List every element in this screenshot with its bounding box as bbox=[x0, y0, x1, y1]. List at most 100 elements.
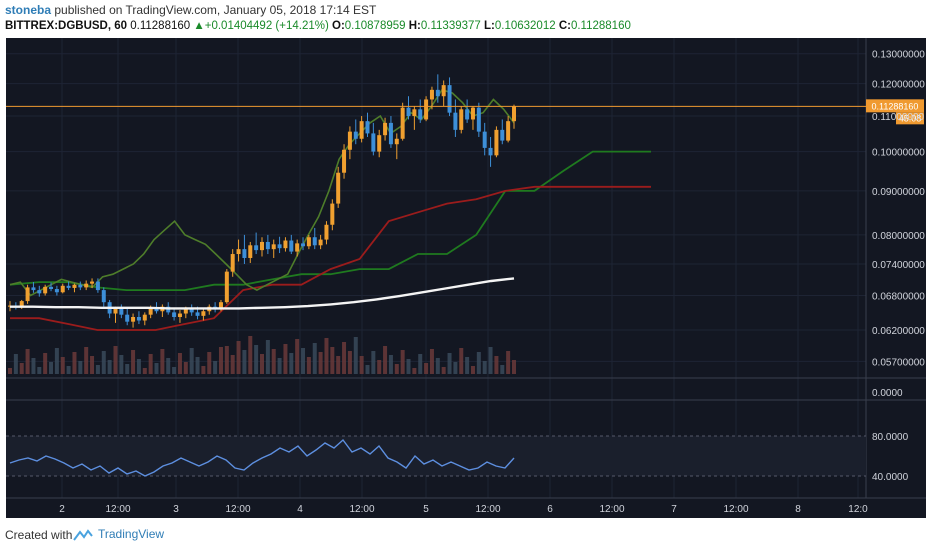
candle-body bbox=[429, 89, 434, 100]
candle-body bbox=[131, 317, 136, 322]
volume-bars: 0.0000 bbox=[8, 336, 903, 399]
volume-bar bbox=[418, 354, 423, 374]
price-chart[interactable]: 0.0000 0.11288160 45:08 80.0000 40.0000 0.… bbox=[6, 38, 926, 518]
volume-bar bbox=[49, 362, 54, 374]
candle-body bbox=[318, 239, 323, 246]
candle-body bbox=[388, 122, 393, 145]
volume-bar bbox=[8, 368, 12, 374]
volume-bar bbox=[394, 364, 399, 374]
countdown-box bbox=[896, 112, 924, 125]
volume-bar bbox=[43, 353, 48, 374]
candle-body bbox=[324, 224, 329, 240]
tradingview-logo-icon[interactable] bbox=[72, 528, 94, 542]
volume-bar bbox=[289, 353, 294, 374]
candle-body bbox=[418, 109, 423, 120]
volume-bar bbox=[101, 351, 106, 374]
change-value: +0.01404492 (+14.21%) bbox=[204, 20, 329, 32]
price-axis-labels: 0.13000000 0.12000000 0.11000000 0.10000000… bbox=[872, 50, 925, 369]
volume-bar bbox=[318, 352, 323, 374]
candle-body bbox=[78, 284, 83, 288]
candle-body bbox=[224, 271, 229, 303]
volume-bar bbox=[66, 366, 71, 374]
candle-body bbox=[236, 249, 241, 255]
volume-bar bbox=[195, 357, 200, 374]
candle-body bbox=[19, 301, 24, 307]
publish-line: stoneba published on TradingView.com, Ja… bbox=[5, 3, 376, 17]
price-tag-box bbox=[866, 99, 924, 113]
volume-bar bbox=[84, 347, 89, 374]
volume-bar bbox=[172, 367, 177, 374]
candle-body bbox=[101, 290, 106, 303]
volume-bar bbox=[201, 366, 206, 374]
volume-bar bbox=[95, 365, 100, 374]
candle-body bbox=[254, 245, 259, 251]
candle-body bbox=[506, 121, 511, 141]
candle-body bbox=[470, 107, 475, 120]
volume-bar bbox=[336, 356, 341, 374]
candle-body bbox=[371, 133, 376, 152]
chart-footer: Created with TradingView bbox=[0, 520, 932, 550]
volume-bar bbox=[125, 364, 130, 374]
time-axis-label: 12:00 bbox=[349, 504, 374, 515]
price-axis-label: 0.10000000 bbox=[872, 148, 925, 159]
rsi-line bbox=[9, 438, 515, 477]
candle-body bbox=[441, 85, 446, 97]
volume-bar bbox=[441, 367, 446, 374]
volume-bar bbox=[189, 348, 194, 374]
candle-body bbox=[406, 107, 411, 117]
volume-bar bbox=[119, 355, 124, 374]
volume-bar bbox=[218, 347, 223, 374]
candle-body bbox=[84, 283, 89, 288]
candle-body bbox=[60, 285, 65, 293]
green-line bbox=[9, 88, 515, 297]
candle-body bbox=[330, 203, 335, 225]
time-axis-label: 12:00 bbox=[475, 504, 500, 515]
tradingview-link[interactable]: TradingView bbox=[98, 527, 165, 541]
candle-body bbox=[183, 308, 188, 314]
candle-body bbox=[453, 112, 458, 130]
price-axis-label: 0.07400000 bbox=[872, 260, 925, 271]
volume-bar bbox=[465, 357, 470, 374]
close-value: 0.11288160 bbox=[570, 20, 631, 32]
time-axis-label: 2 bbox=[59, 504, 65, 515]
volume-bar bbox=[470, 366, 475, 374]
volume-bar bbox=[13, 354, 18, 374]
candle-body bbox=[142, 314, 147, 321]
volume-bar bbox=[301, 348, 306, 374]
candle-body bbox=[43, 286, 48, 294]
candle-body bbox=[342, 149, 347, 173]
volume-bar bbox=[260, 354, 264, 374]
candle-body bbox=[265, 241, 270, 250]
volume-bar bbox=[60, 357, 65, 374]
volume-bar bbox=[353, 337, 358, 374]
countdown-label: 45:08 bbox=[899, 113, 922, 123]
candle-body bbox=[377, 135, 382, 152]
volume-bar bbox=[459, 348, 464, 374]
volume-bar bbox=[435, 358, 440, 374]
candle-body bbox=[177, 313, 182, 318]
price-axis-label: 0.08000000 bbox=[872, 231, 925, 242]
candle-body bbox=[306, 237, 311, 247]
volume-bar bbox=[476, 352, 481, 374]
volume-bar bbox=[494, 356, 499, 374]
candle-body bbox=[394, 138, 399, 145]
candle-body bbox=[260, 241, 264, 251]
candle-body bbox=[301, 243, 306, 247]
candle-body bbox=[500, 129, 505, 141]
candle-body bbox=[512, 106, 516, 122]
candle-body bbox=[412, 109, 417, 117]
volume-bar bbox=[166, 358, 171, 374]
author-link[interactable]: stoneba bbox=[5, 3, 52, 17]
rsi-axis-label: 40.0000 bbox=[872, 472, 909, 483]
volume-bar bbox=[248, 336, 253, 374]
volume-bar bbox=[207, 352, 212, 374]
volume-bar bbox=[224, 346, 229, 374]
chart-header: stoneba published on TradingView.com, Ja… bbox=[0, 0, 932, 38]
volume-bar bbox=[107, 360, 112, 374]
volume-bar bbox=[54, 348, 59, 374]
white-ma-line bbox=[10, 277, 515, 310]
candles bbox=[8, 74, 516, 328]
candle-body bbox=[459, 109, 464, 130]
volume-bar bbox=[383, 346, 388, 374]
low-value: 0.10632012 bbox=[494, 20, 556, 32]
